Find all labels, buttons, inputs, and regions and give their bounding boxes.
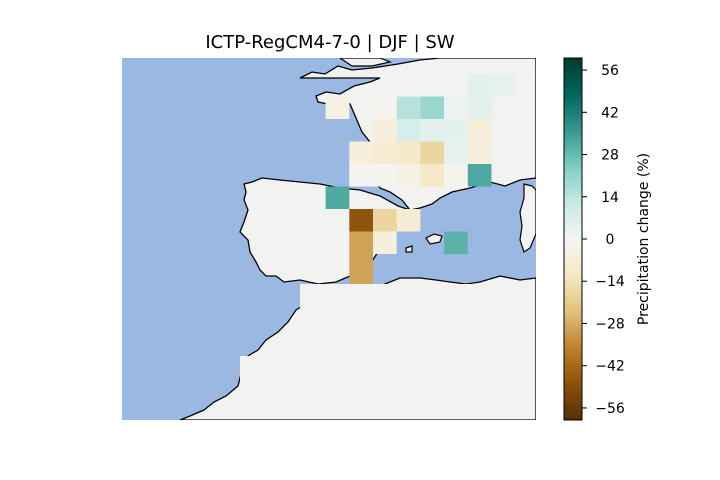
data-cell (373, 164, 397, 187)
colorbar-tick-label: −14 (595, 274, 625, 290)
no-data-region (300, 284, 518, 356)
data-cell (420, 164, 445, 187)
data-cells (325, 74, 516, 322)
data-cell (349, 209, 373, 232)
colorbar-tick-label: −56 (595, 401, 625, 417)
data-cell (349, 141, 373, 164)
data-cell (420, 119, 445, 142)
land-britain (338, 58, 393, 67)
no-data-region (240, 380, 306, 404)
colorbar (563, 57, 583, 421)
data-cell (491, 74, 516, 97)
chart-title: ICTP-RegCM4-7-0 | DJF | SW (205, 32, 454, 53)
data-cell (349, 164, 373, 187)
map-panel (122, 58, 536, 420)
land-ibiza (405, 245, 413, 253)
colorbar-tick-label: −42 (595, 359, 625, 375)
no-data-region (240, 356, 448, 380)
data-cell (467, 164, 492, 187)
data-cell (373, 96, 397, 119)
land-mallorca (425, 233, 443, 245)
data-cell (373, 119, 397, 142)
colorbar-tick-label: 56 (601, 63, 619, 79)
data-cell (373, 231, 397, 254)
data-cell (373, 141, 397, 164)
data-cell (420, 141, 445, 164)
colorbar-tick-label: 28 (601, 148, 619, 164)
data-cell (467, 96, 492, 119)
data-cell (373, 209, 397, 232)
data-cell (396, 141, 421, 164)
data-cell (396, 164, 421, 187)
data-cell (444, 231, 468, 254)
colorbar-tick-label: 0 (606, 232, 615, 248)
data-cell (396, 119, 421, 142)
data-cell (444, 164, 468, 187)
colorbar-tick-label: −28 (595, 316, 625, 332)
data-cell (467, 119, 492, 142)
data-cell (444, 96, 468, 119)
data-cell (349, 254, 373, 277)
colorbar-label: Precipitation change (%) (636, 153, 652, 325)
data-cell (325, 96, 350, 119)
data-cell (467, 74, 492, 97)
data-cell (444, 141, 468, 164)
colorbar-ticks: 56 42 28 14 0 −14 −28 −42 −56 (582, 63, 625, 417)
data-cell (467, 141, 492, 164)
data-cell (444, 119, 468, 142)
data-cell (396, 209, 421, 232)
data-cell (396, 96, 421, 119)
data-cell (325, 186, 350, 209)
data-cell (349, 231, 373, 254)
land-corsica (519, 183, 536, 253)
data-cell (420, 96, 445, 119)
colorbar-tick-label: 14 (601, 190, 619, 206)
colorbar-tick-label: 42 (601, 105, 619, 121)
